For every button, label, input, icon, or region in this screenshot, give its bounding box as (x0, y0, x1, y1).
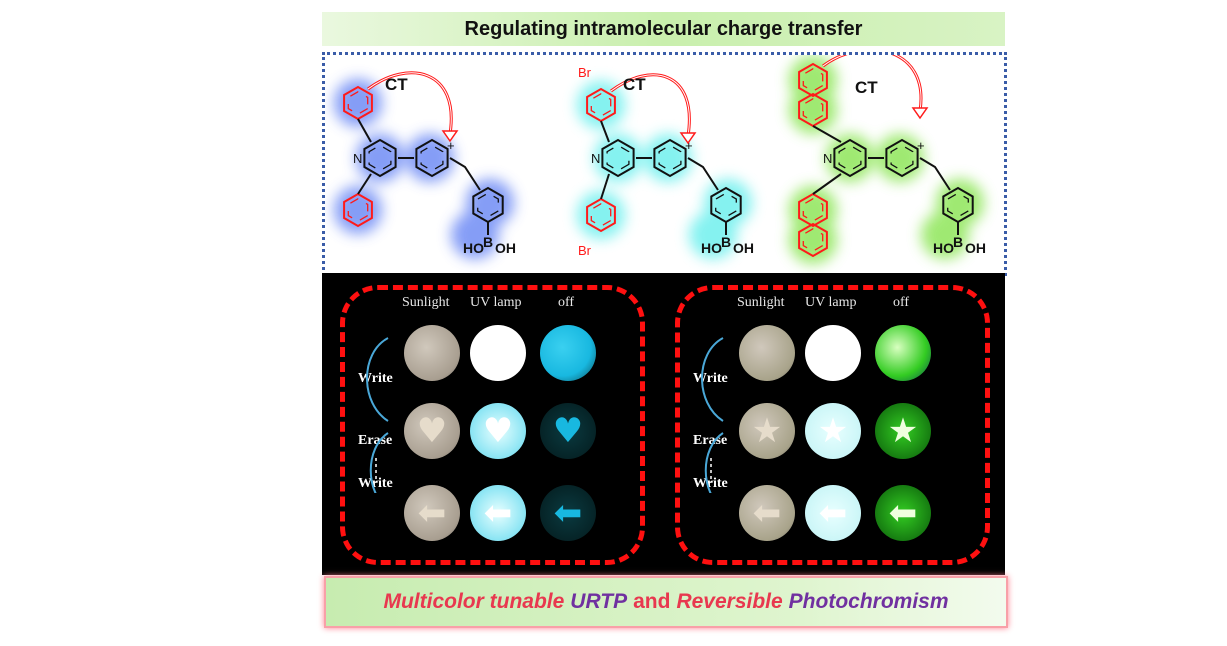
sample-uv-lamp: ♥ (470, 403, 526, 459)
nitrogen-label: N (823, 151, 832, 166)
donor-ring-bottom (586, 197, 616, 233)
column-label: off (893, 295, 910, 310)
arrow-icon: ⬅ (752, 493, 782, 533)
figure-title: Regulating intramolecular charge transfe… (464, 17, 863, 40)
bottom-banner: Multicolor tunable URTP and Reversible P… (324, 576, 1008, 628)
banner-part3: and (633, 590, 671, 613)
molecule-1: N + B OH HO CT (334, 71, 516, 259)
write-erase-arrows (701, 337, 724, 493)
ho-label: HO (463, 240, 484, 256)
molecule-2: N + B OH HO Br Br CT (577, 65, 754, 259)
sample-off: ⬅ (540, 485, 596, 541)
column-label: Sunlight (737, 295, 785, 310)
sample-uv-lamp: ★ (805, 403, 861, 459)
sample-sunlight: ⬅ (404, 485, 460, 541)
arrow-icon: ⬅ (553, 493, 583, 533)
nitrogen-label: N (591, 151, 600, 166)
heart-icon: ♥ (552, 411, 584, 451)
bromine-label-top: Br (578, 65, 592, 80)
heart-icon: ♥ (482, 411, 514, 451)
sample-sunlight: ★ (739, 403, 795, 459)
pyridinium-ring (415, 138, 449, 178)
sample-off (875, 325, 931, 381)
star-icon: ★ (817, 411, 849, 451)
pyridine-ring (601, 138, 635, 178)
dashed-group-1 (340, 285, 645, 565)
banner-part2: URTP (570, 590, 628, 613)
oh-label: OH (733, 240, 754, 256)
donor-ring-bottom (343, 192, 373, 228)
ct-label: CT (385, 75, 408, 94)
sample-off (540, 325, 596, 381)
banner-part4: Reversible (676, 590, 783, 613)
donor-ring-bottom (798, 192, 828, 228)
boron-label: B (483, 234, 493, 250)
plus-charge-label: + (685, 138, 693, 153)
heart-icon: ♥ (416, 411, 448, 451)
sample-off: ★ (875, 403, 931, 459)
column-label: UV lamp (805, 295, 857, 310)
dashed-group-2 (675, 285, 990, 565)
step-label-write: Write (358, 476, 393, 491)
ct-label: CT (855, 78, 878, 97)
oh-label: OH (965, 240, 986, 256)
arrow-icon: ⬅ (417, 493, 447, 533)
step-label-write: Write (693, 476, 728, 491)
title-bar: Regulating intramolecular charge transfe… (322, 12, 1005, 46)
pyridinium-ring (653, 138, 687, 178)
column-label: off (558, 295, 575, 310)
arrow-icon: ⬅ (483, 493, 513, 533)
molecule-3: N + B OH HO CT (789, 55, 986, 264)
sample-sunlight (404, 325, 460, 381)
ho-label: HO (933, 240, 954, 256)
pyridine-ring (833, 138, 867, 178)
sample-off: ♥ (540, 403, 596, 459)
star-icon: ★ (887, 411, 919, 451)
write-erase-arrows (366, 337, 389, 493)
pyridine-ring (363, 138, 397, 178)
boron-label: B (953, 234, 963, 250)
banner-part5: Photochromism (788, 590, 949, 613)
sample-uv-lamp (470, 325, 526, 381)
sample-sunlight (739, 325, 795, 381)
banner-part1: Multicolor tunable (383, 590, 565, 613)
arrow-icon: ⬅ (888, 493, 918, 533)
column-label: Sunlight (402, 295, 450, 310)
molecule-structures-box: N + B OH HO CT N + B OH HO Br Br CT N + B OH HO CT (322, 52, 1007, 276)
pyridinium-ring (885, 138, 919, 178)
donor-ring-top (798, 62, 828, 98)
ho-label: HO (701, 240, 722, 256)
bromine-label-bottom: Br (578, 243, 592, 258)
sample-uv-lamp: ⬅ (805, 485, 861, 541)
nitrogen-label: N (353, 151, 362, 166)
sample-off: ⬅ (875, 485, 931, 541)
sample-uv-lamp (805, 325, 861, 381)
sample-uv-lamp: ⬅ (470, 485, 526, 541)
star-icon: ★ (751, 411, 783, 451)
arrow-icon: ⬅ (818, 493, 848, 533)
plus-charge-label: + (447, 138, 455, 153)
plus-charge-label: + (917, 138, 925, 153)
photo-panel: Sunlight UV lamp off ♥ ♥ ♥ ⬅ ⬅ ⬅ Write Erase Write S… (322, 273, 1005, 575)
column-label: UV lamp (470, 295, 522, 310)
ct-label: CT (623, 75, 646, 94)
sample-sunlight: ♥ (404, 403, 460, 459)
donor-ring-bottom (798, 222, 828, 258)
oh-label: OH (495, 240, 516, 256)
sample-sunlight: ⬅ (739, 485, 795, 541)
boron-label: B (721, 234, 731, 250)
